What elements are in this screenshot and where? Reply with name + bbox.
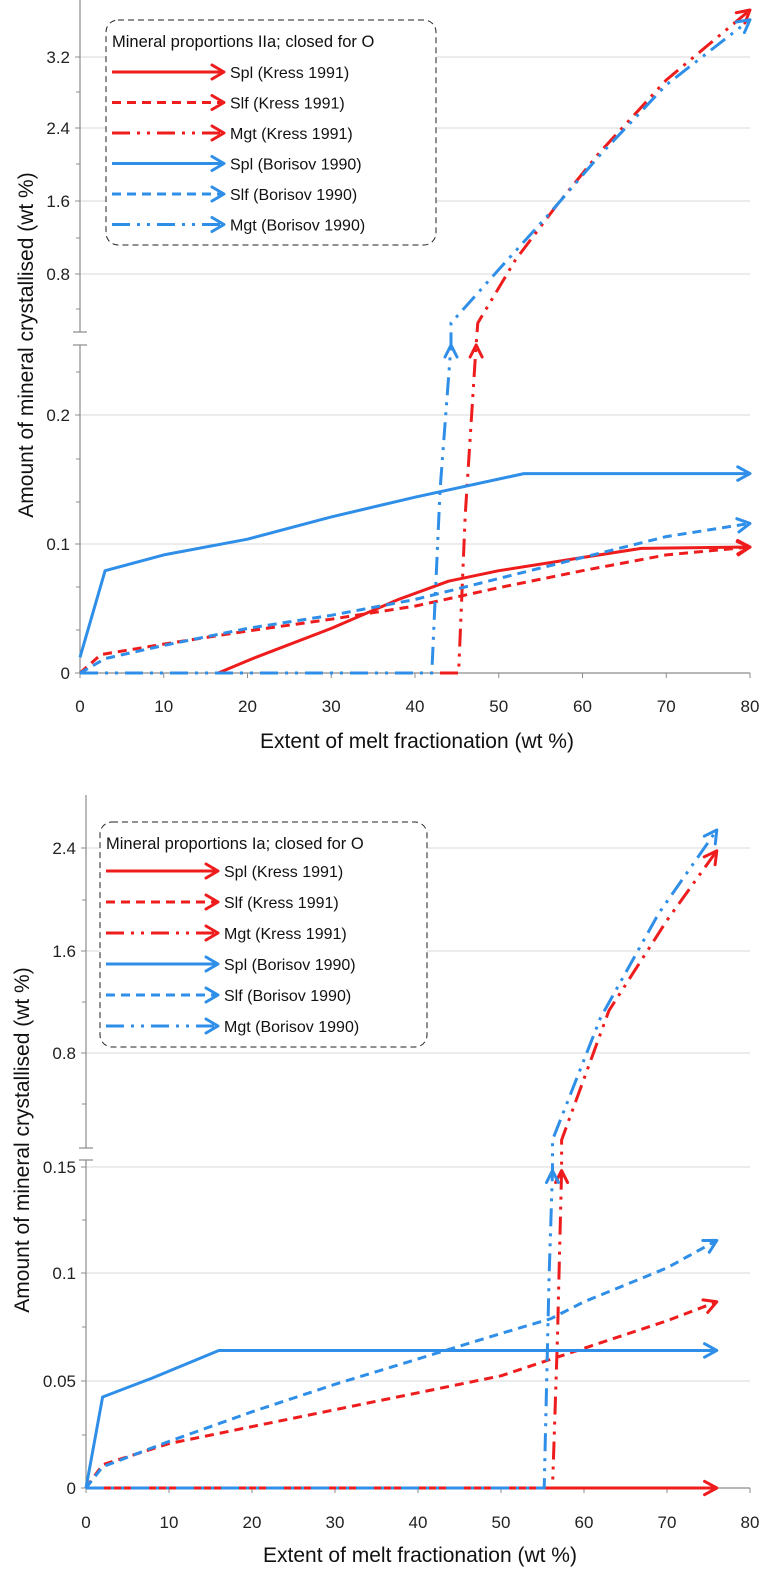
series-break-arrowhead	[544, 1169, 560, 1185]
series-line-spl-borisov-1990-	[78, 472, 750, 658]
y-tick-label: 0.05	[43, 1372, 76, 1391]
series-arrowhead	[703, 1479, 719, 1497]
x-tick-label: 0	[75, 697, 84, 716]
chart-panel-1: 0 0.1 0.2 0.8 1.6 2.4 3.2 0 10 20 30 40 50 60 70 80 Exte…	[15, 0, 759, 753]
series-line-slf-borisov-1990-	[84, 1239, 718, 1489]
series-break-arrowhead	[443, 343, 459, 359]
series-line-slf-kress-1991-	[79, 545, 751, 675]
legend-entry: Mgt (Borisov 1990)	[224, 1019, 359, 1036]
y-tick-label: 1.6	[52, 942, 76, 961]
x-tick-label: 70	[657, 697, 676, 716]
y-tick-label: 0.1	[46, 535, 70, 554]
x-tick-label: 10	[160, 1513, 179, 1532]
series-line-mgt-kress-1991-	[86, 849, 719, 1490]
y-tick-label: 2.4	[46, 119, 70, 138]
x-tick-label: 50	[489, 697, 508, 716]
series-break-arrowhead	[468, 343, 484, 359]
legend-entry: Mgt (Borisov 1990)	[230, 218, 365, 235]
x-tick-label: 30	[326, 1513, 345, 1532]
series-line-slf-kress-1991-	[84, 1300, 718, 1489]
legend-swatch-arrow	[210, 94, 226, 111]
legend-entry: Spl (Borisov 1990)	[230, 157, 362, 174]
series-arrowhead	[734, 18, 752, 35]
legend-title: Mineral proportions Ia; closed for O	[106, 835, 364, 853]
y-tick-label: 0.8	[46, 265, 70, 284]
series-arrowhead	[701, 1238, 719, 1254]
series-arrowhead	[735, 517, 752, 534]
legend-swatch-arrow	[204, 924, 220, 942]
y-tick-label: 0.2	[46, 406, 70, 425]
legend-swatch-arrow	[204, 986, 220, 1004]
y-tick-label: 0.15	[43, 1158, 76, 1177]
y-tick-label: 1.6	[46, 192, 70, 211]
series-arrowhead	[736, 465, 752, 482]
legend-entry: Spl (Kress 1991)	[224, 864, 343, 881]
x-axis-title: Extent of melt fractionation (wt %)	[263, 1544, 577, 1567]
legend-swatch-arrow	[204, 862, 220, 880]
y-axis-title: Amount of mineral crystallised (wt %)	[11, 967, 34, 1312]
legend-swatch-arrow	[204, 1017, 220, 1035]
legend-entry: Spl (Kress 1991)	[230, 65, 349, 82]
legend-entry: Mgt (Kress 1991)	[224, 926, 347, 943]
x-tick-label: 40	[406, 697, 425, 716]
legend-swatch-arrow	[210, 216, 226, 233]
series-line-mgt-borisov-1990-	[86, 829, 719, 1490]
legend-entry: Spl (Borisov 1990)	[224, 957, 356, 974]
series-arrowhead	[735, 540, 752, 557]
legend-swatch-arrow	[210, 185, 226, 203]
legend-entry: Slf (Kress 1991)	[224, 895, 339, 912]
x-tick-label: 80	[741, 697, 760, 716]
x-tick-label: 60	[575, 1513, 594, 1532]
legend-entry: Slf (Borisov 1990)	[224, 988, 351, 1005]
legend-swatch-arrow	[204, 893, 220, 911]
x-axis-title: Extent of melt fractionation (wt %)	[260, 730, 574, 753]
x-tick-label: 50	[492, 1513, 511, 1532]
series-line-slf-borisov-1990-	[79, 521, 751, 675]
y-tick-label: 0.8	[52, 1044, 76, 1063]
legend-box	[99, 821, 428, 1048]
x-tick-label: 60	[573, 697, 592, 716]
series-arrowhead	[702, 828, 719, 846]
legend-swatch-arrow	[210, 63, 226, 81]
x-tick-label: 20	[243, 1513, 262, 1532]
series-line-spl-kress-1991-	[217, 545, 751, 675]
x-tick-label: 70	[658, 1513, 677, 1532]
x-tick-label: 0	[81, 1513, 90, 1532]
legend-box	[105, 19, 437, 246]
y-tick-label: 3.2	[46, 48, 70, 67]
legend-entry: Slf (Kress 1991)	[230, 96, 345, 113]
legend: Mineral proportions Ia; closed for O Spl …	[99, 821, 428, 1048]
x-tick-label: 40	[409, 1513, 428, 1532]
legend-entry: Mgt (Kress 1991)	[230, 126, 353, 143]
series-arrowhead	[734, 8, 752, 25]
x-tick-label: 80	[741, 1513, 760, 1532]
legend-swatch-arrow	[210, 124, 226, 142]
series-arrowhead	[701, 1298, 719, 1314]
y-tick-label: 0	[67, 1479, 76, 1498]
y-tick-label: 2.4	[52, 839, 76, 858]
x-tick-label: 30	[322, 697, 341, 716]
legend-swatch-arrow	[204, 955, 220, 973]
x-tick-label: 20	[238, 697, 257, 716]
y-axis-title: Amount of mineral crystallised (wt %)	[15, 172, 38, 517]
series-arrowhead	[702, 849, 719, 867]
y-tick-label: 0	[61, 664, 70, 683]
series-line-spl-borisov-1990-	[84, 1349, 717, 1489]
series-arrowhead	[703, 1342, 719, 1359]
legend-entry: Slf (Borisov 1990)	[230, 187, 357, 204]
y-tick-label: 0.1	[52, 1264, 76, 1283]
x-tick-label: 10	[154, 697, 173, 716]
legend: Mineral proportions IIa; closed for O Spl…	[105, 19, 437, 246]
legend-swatch-arrow	[210, 155, 226, 172]
legend-title: Mineral proportions IIa; closed for O	[112, 33, 374, 51]
chart-panel-2: 0 0.05 0.1 0.15 0.8 1.6 2.4 0 10 20 30 40 50 60 70 80 Ex…	[11, 795, 759, 1567]
series-line-mgt-kress-1991-	[80, 8, 751, 675]
